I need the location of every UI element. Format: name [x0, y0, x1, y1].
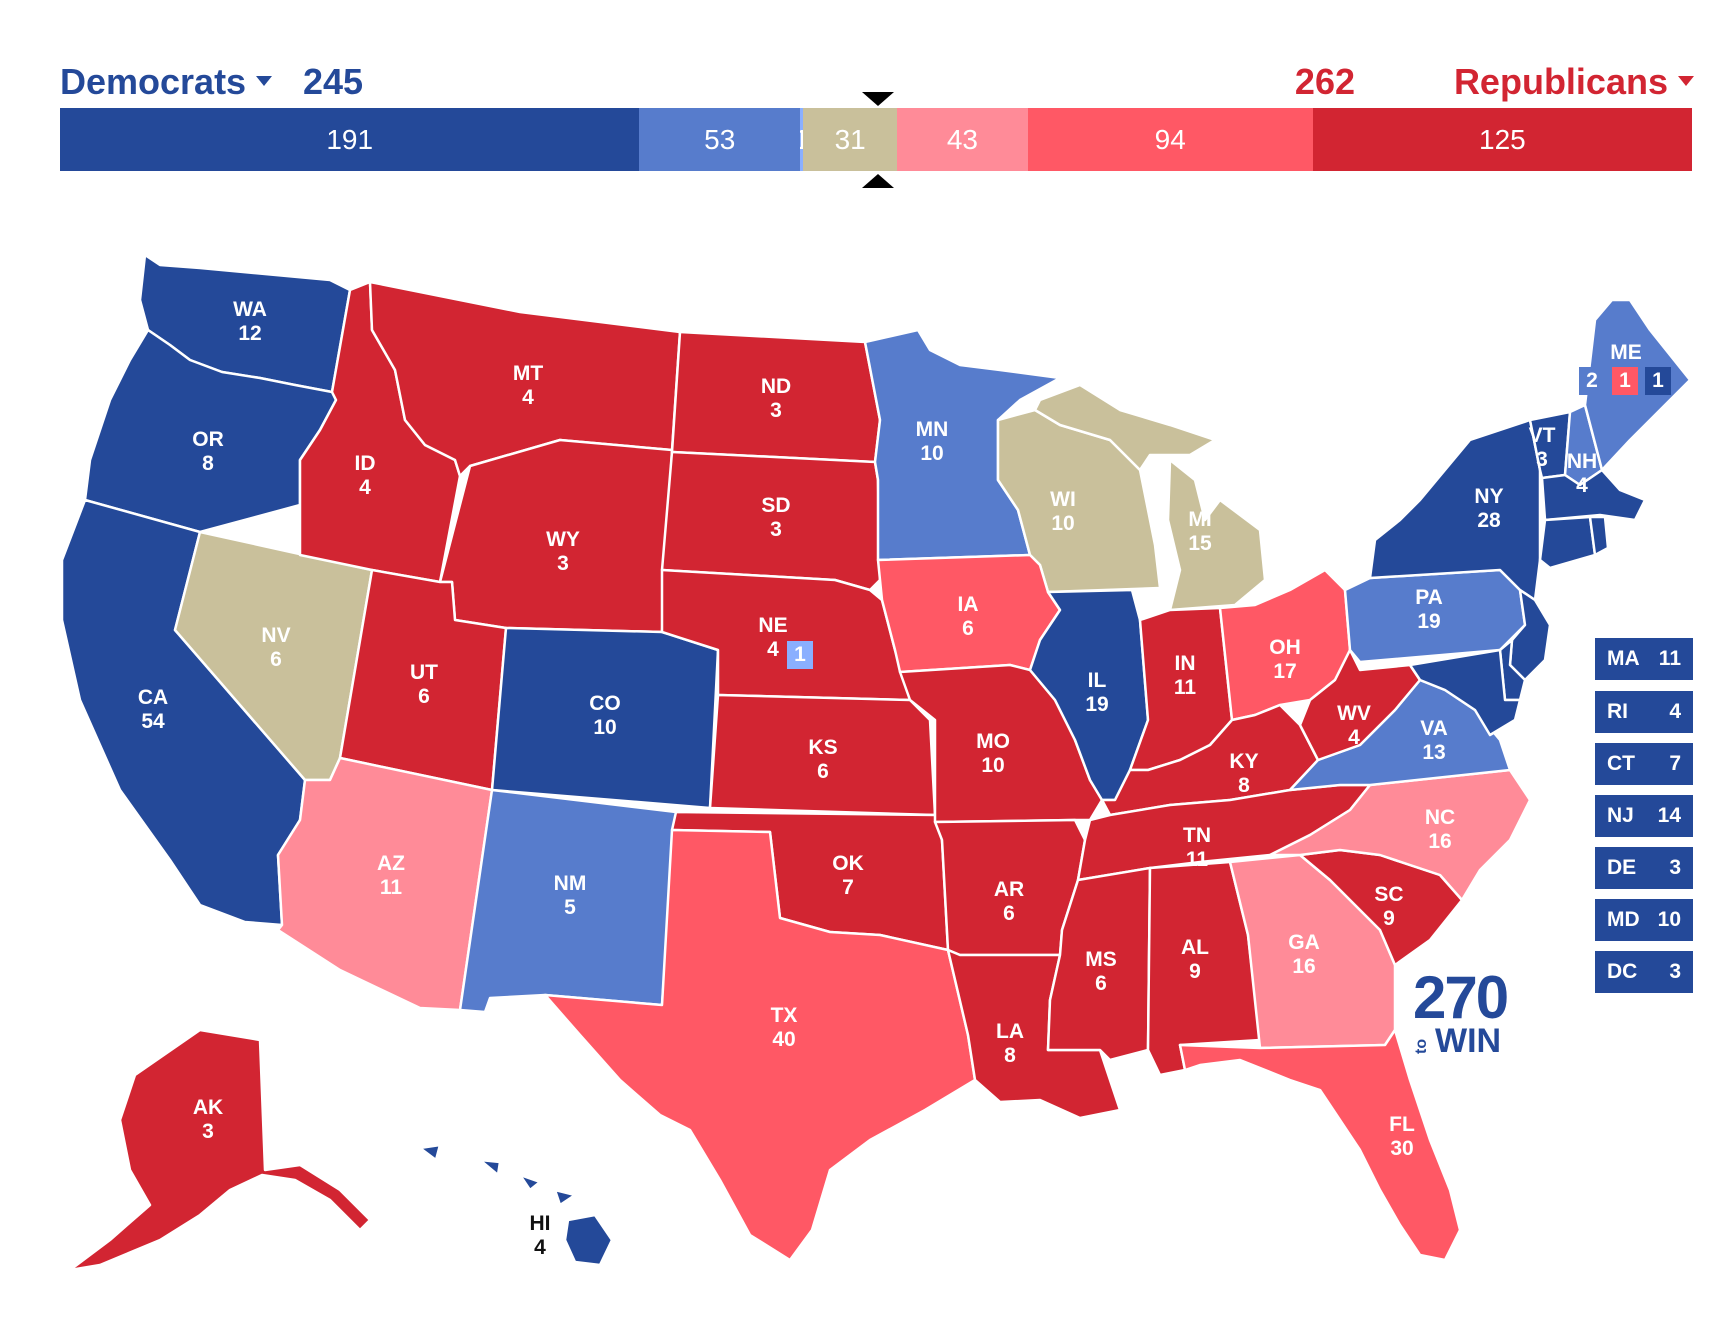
ne-box-ri[interactable]: RI 4	[1595, 691, 1693, 733]
state-az[interactable]	[276, 756, 494, 1012]
logo-win: WIN	[1435, 1022, 1502, 1060]
me-atlarge-badge[interactable]: 2	[1579, 367, 1605, 395]
state-hi[interactable]	[418, 1143, 614, 1267]
ne-box-nj[interactable]: NJ 14	[1595, 795, 1693, 837]
ne-box-label: NJ	[1607, 804, 1634, 827]
bar-segment[interactable]: 125	[1312, 108, 1692, 171]
bar-segment[interactable]: 1	[800, 108, 804, 171]
bar-segment[interactable]: 94	[1027, 108, 1313, 171]
state-ri[interactable]	[1588, 515, 1610, 557]
ne-box-ev: 3	[1669, 960, 1681, 983]
state-md[interactable]	[1408, 648, 1522, 737]
state-tx[interactable]	[543, 828, 977, 1262]
ne-box-md[interactable]: MD 10	[1595, 899, 1693, 941]
ne-box-ma[interactable]: MA 11	[1595, 638, 1693, 680]
logo-number: 270	[1413, 964, 1509, 1031]
ne-box-ev: 3	[1669, 856, 1681, 879]
state-ks[interactable]	[708, 693, 937, 817]
state-mi[interactable]	[1033, 383, 1267, 612]
ne-district-badge[interactable]: 1	[787, 641, 813, 669]
state-nc[interactable]	[1268, 768, 1532, 902]
ne-box-label: CT	[1607, 752, 1635, 775]
electoral-vote-bar: 191531314394125	[60, 108, 1692, 171]
bar-segment[interactable]: 53	[639, 108, 801, 171]
ne-box-label: DC	[1607, 960, 1638, 983]
ne-box-de[interactable]: DE 3	[1595, 847, 1693, 889]
ne-box-ct[interactable]: CT 7	[1595, 743, 1693, 785]
ne-box-ev: 14	[1657, 804, 1681, 827]
bar-segment[interactable]: 31	[803, 108, 898, 171]
state-sd[interactable]	[660, 450, 882, 592]
ne-box-ev: 4	[1669, 700, 1681, 723]
democrats-total: 245	[303, 61, 364, 102]
chevron-down-icon	[1678, 76, 1694, 87]
democrats-label: Democrats	[60, 61, 247, 102]
ne-box-label: DE	[1607, 856, 1637, 879]
logo-to: to	[1413, 1038, 1430, 1054]
state-co[interactable]	[490, 626, 720, 810]
republicans-dropdown[interactable]: Republicans	[1454, 60, 1694, 104]
republicans-label: Republicans	[1453, 61, 1668, 102]
state-nd[interactable]	[670, 330, 882, 464]
bar-segment[interactable]: 191	[60, 108, 640, 171]
chevron-down-icon	[256, 76, 273, 87]
bar-segment[interactable]: 43	[897, 108, 1028, 171]
ne-box-label: RI	[1607, 700, 1628, 723]
state-ny[interactable]	[1368, 418, 1542, 602]
ne-box-dc[interactable]: DC 3	[1595, 951, 1693, 993]
republicans-total: 262	[1294, 61, 1355, 102]
state-fl[interactable]	[1178, 1028, 1462, 1262]
state-ct[interactable]	[1538, 515, 1597, 570]
me-district1-badge[interactable]: 1	[1645, 367, 1671, 395]
270towin-logo[interactable]: 270 to WIN	[1413, 964, 1513, 1060]
state-nm[interactable]	[458, 788, 678, 1014]
democrats-dropdown[interactable]: Democrats	[60, 60, 273, 104]
pointer-up-icon[interactable]	[862, 174, 894, 188]
ne-box-label: MA	[1607, 647, 1640, 670]
me-district2-badge[interactable]: 1	[1612, 367, 1638, 395]
state-ak[interactable]	[68, 1028, 372, 1272]
state-wy[interactable]	[438, 438, 674, 634]
ne-box-ev: 10	[1657, 908, 1681, 931]
state-ma[interactable]	[1540, 468, 1647, 522]
ne-box-ev: 7	[1669, 752, 1681, 775]
ne-box-ev: 11	[1658, 647, 1681, 670]
ne-box-label: MD	[1607, 908, 1640, 931]
pointer-down-icon[interactable]	[862, 92, 894, 106]
state-pa[interactable]	[1343, 568, 1527, 664]
state-ia[interactable]	[876, 553, 1062, 674]
